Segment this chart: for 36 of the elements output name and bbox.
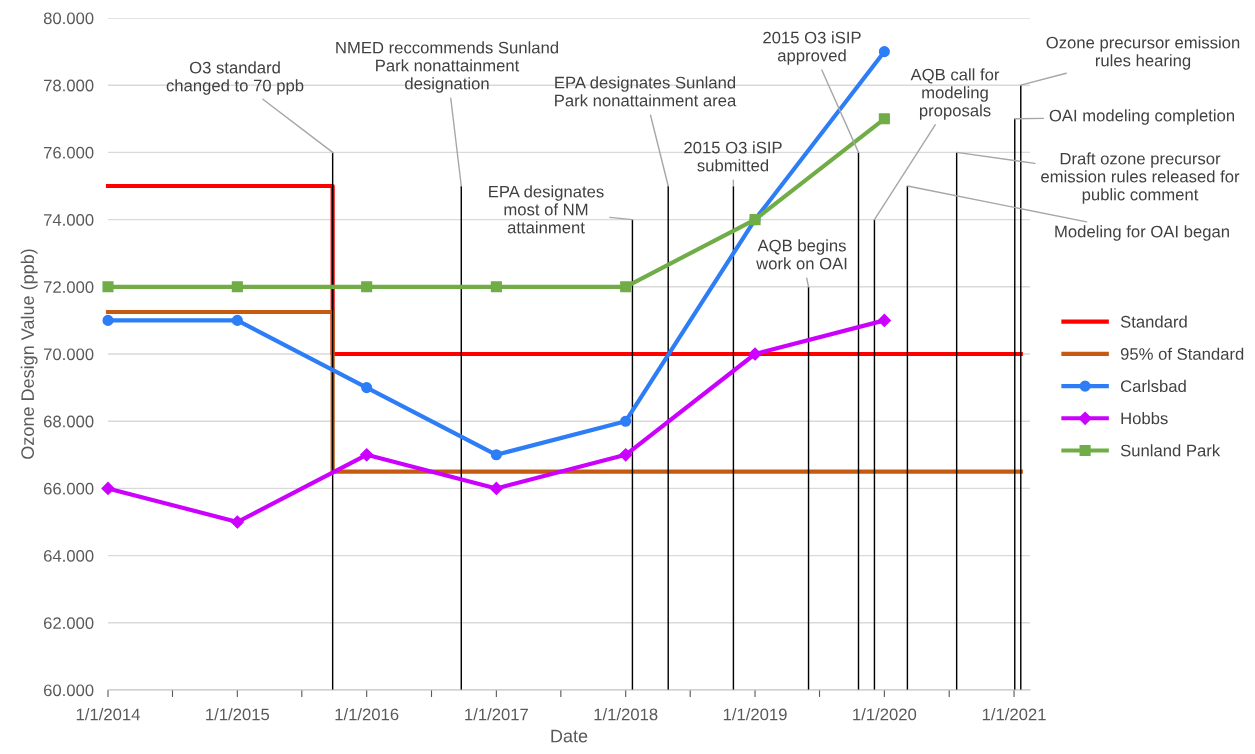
x-tick-label: 1/1/2015	[206, 708, 270, 721]
annotation: AQB begins work on OAI	[756, 239, 847, 270]
legend-label: Hobbs	[1121, 412, 1168, 425]
y-tick-label: 70.000	[43, 348, 94, 361]
x-axis-title: Date	[551, 729, 588, 743]
y-tick-label: 60.000	[43, 684, 94, 697]
annotation: AQB call for modeling proposals	[910, 68, 1000, 120]
x-tick-label: 1/1/2014	[76, 708, 140, 721]
x-tick-label: 1/1/2016	[335, 708, 399, 721]
y-axis-title: Ozone Design Value (ppb)	[20, 249, 38, 459]
x-tick-label: 1/1/2019	[723, 708, 787, 721]
x-tick-label: 1/1/2020	[853, 708, 917, 721]
x-tick-label: 1/1/2017	[465, 708, 528, 721]
y-tick-label: 78.000	[43, 79, 94, 92]
y-tick-label: 66.000	[43, 482, 94, 495]
x-tick-label: 1/1/2018	[594, 708, 658, 721]
annotation: Draft ozone precursor emission rules released for public comment	[1041, 152, 1240, 204]
legend-label: Sunland Park	[1120, 444, 1221, 457]
legend-label: Carlsbad	[1120, 379, 1186, 393]
y-tick-label: 68.000	[43, 415, 94, 428]
legend-label: Standard	[1120, 315, 1187, 328]
y-tick-label: 64.000	[43, 550, 94, 562]
annotation: OAI modeling completion	[1049, 109, 1235, 125]
annotation: Ozone precursor emission rules hearing	[1046, 36, 1240, 70]
y-tick-label: 80.000	[43, 12, 94, 25]
y-tick-label: 62.000	[43, 617, 94, 629]
x-tick-label: 1/1/2021	[982, 708, 1046, 721]
legend-label: 95% of Standard	[1120, 347, 1244, 360]
annotation: O3 standard changed to 70 ppb	[166, 61, 304, 95]
annotation: Modeling for OAI began	[1055, 225, 1229, 241]
y-tick-label: 74.000	[43, 214, 94, 226]
annotation: 2015 O3 iSIP approved	[763, 31, 861, 65]
annotation: 2015 O3 iSIP submitted	[684, 141, 782, 172]
y-tick-label: 76.000	[43, 146, 94, 159]
y-tick-label: 72.000	[43, 281, 94, 293]
annotation: EPA designates most of NM attainment	[489, 185, 604, 234]
